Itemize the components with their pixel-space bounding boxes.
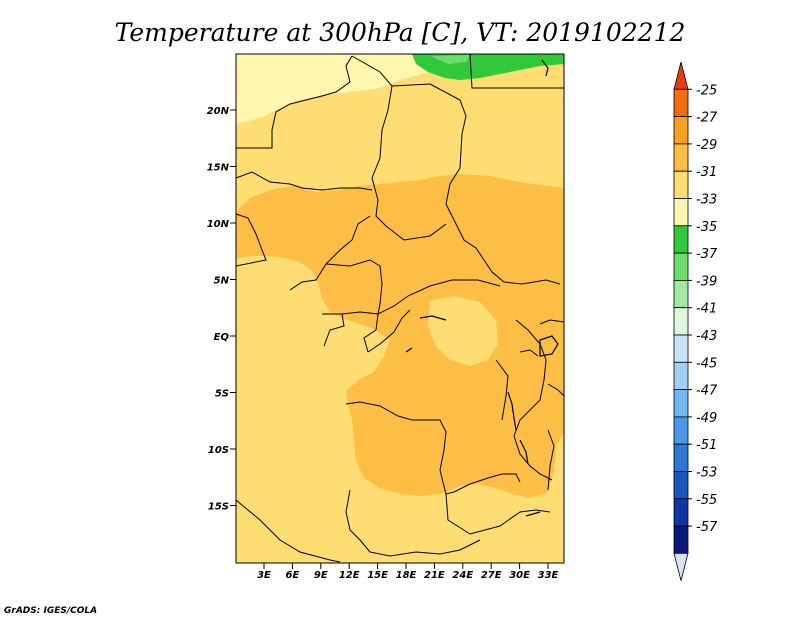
colorbar-segment xyxy=(673,389,689,418)
colorbar-label: -31 xyxy=(696,165,717,180)
lat-tick-label: EQ xyxy=(214,332,230,343)
colorbar-segment xyxy=(673,170,689,199)
lon-tick-label: 21E xyxy=(424,570,445,581)
country-borders xyxy=(235,53,565,563)
colorbar-label: -25 xyxy=(696,83,717,98)
colorbar-top-triangle xyxy=(673,61,689,90)
lon-tick-label: 27E xyxy=(481,570,502,581)
colorbar-label: -41 xyxy=(696,302,717,317)
colorbar-label: -47 xyxy=(696,384,718,399)
colorbar-bottom-triangle xyxy=(673,553,689,581)
lon-tick-label: 33E xyxy=(538,570,559,581)
colorbar-segment xyxy=(673,116,689,145)
colorbar-segment xyxy=(673,498,689,527)
colorbar-label: -27 xyxy=(696,111,718,126)
temperature-region-light-patch xyxy=(428,296,498,366)
lon-tick-label: 12E xyxy=(339,570,360,581)
colorbar-label: -29 xyxy=(696,138,717,153)
lon-tick-label: 18E xyxy=(396,570,417,581)
colorbar-segment xyxy=(673,143,689,172)
colorbar-segment xyxy=(673,361,689,390)
lakes xyxy=(405,59,559,517)
lon-tick-label: 3E xyxy=(257,570,271,581)
colorbar-segment xyxy=(673,443,689,472)
colorbar-label: -37 xyxy=(696,247,718,262)
colorbar-label: -43 xyxy=(696,329,717,344)
temperature-region-orange-central xyxy=(236,174,564,498)
colorbar-label: -39 xyxy=(696,274,717,289)
colorbar-segment xyxy=(673,334,689,363)
lon-tick-label: 30E xyxy=(509,570,530,581)
colorbar-label: -45 xyxy=(696,356,717,371)
temperature-region-light-north xyxy=(236,54,470,124)
colorbar-segment xyxy=(673,88,689,118)
colorbar-label: -35 xyxy=(696,220,717,235)
lon-tick-label: 9E xyxy=(314,570,328,581)
colorbar-segment xyxy=(673,416,689,445)
lat-tick-label: 10S xyxy=(208,445,229,456)
colorbar-segment xyxy=(673,198,689,227)
colorbar-label: -49 xyxy=(696,411,717,426)
colorbar-segment xyxy=(673,225,689,254)
map-panel: 20N 15N 10N 5N EQ 5S 10S 15S 3E 6E 9E 12E 15E 18E 21E… xyxy=(207,53,565,581)
lon-tick-label: 6E xyxy=(286,570,300,581)
lat-tick-label: 5S xyxy=(215,389,229,400)
lon-tick-label: 15E xyxy=(367,570,388,581)
colorbar-label: -51 xyxy=(696,438,717,453)
colorbar-label: -55 xyxy=(696,493,717,508)
lat-tick-label: 5N xyxy=(214,276,230,287)
colorbar: -25 -27 -29 -31 -33 -35 -37 -39 -41 -43 -45 -47 -49 -… xyxy=(673,61,718,581)
colorbar-segment xyxy=(673,525,689,554)
lat-tick-label: 10N xyxy=(207,219,230,230)
longitude-axis: 3E 6E 9E 12E 15E 18E 21E 24E 27E 30E 33E xyxy=(257,563,559,581)
colorbar-segment xyxy=(673,252,689,281)
credit-label: GrADS: IGES/COLA xyxy=(4,606,97,616)
colorbar-segment xyxy=(673,471,689,500)
temperature-region-lightgreen-north xyxy=(430,55,470,64)
colorbar-label: -53 xyxy=(696,466,717,481)
lon-tick-label: 24E xyxy=(452,570,473,581)
colorbar-segment xyxy=(673,307,689,336)
lat-tick-label: 20N xyxy=(207,106,230,117)
lat-tick-label: 15N xyxy=(207,163,230,174)
page-title: Temperature at 300hPa [C], VT: 201910221… xyxy=(115,18,686,47)
lat-tick-label: 15S xyxy=(208,502,229,513)
map-frame xyxy=(235,53,565,564)
colorbar-label: -57 xyxy=(696,520,718,535)
colorbar-label: -33 xyxy=(696,193,717,208)
colorbar-segment xyxy=(673,279,689,309)
latitude-axis: 20N 15N 10N 5N EQ 5S 10S 15S xyxy=(207,106,236,513)
